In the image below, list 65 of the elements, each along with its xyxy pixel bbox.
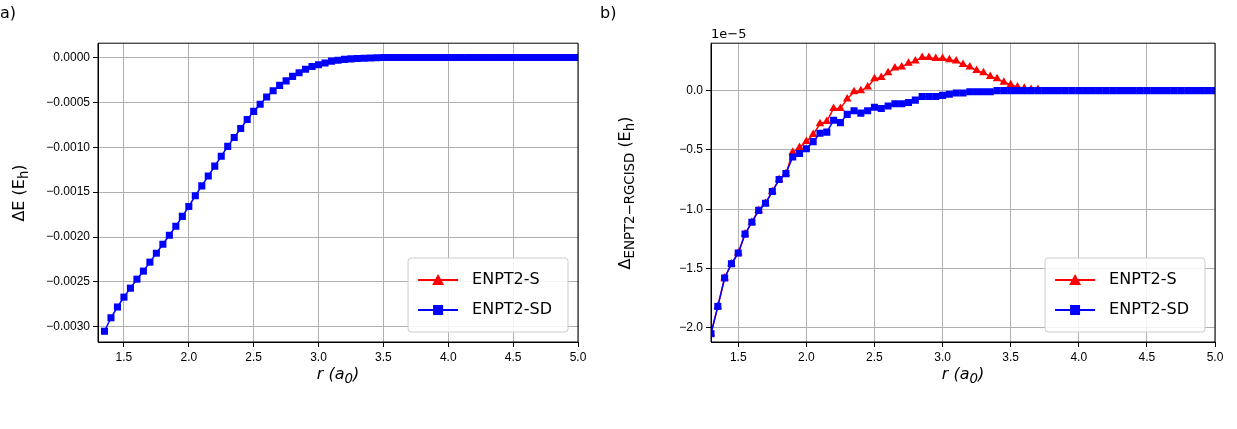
y-tick-label: −0.0020 bbox=[46, 229, 91, 244]
point bbox=[979, 67, 988, 76]
point bbox=[972, 65, 981, 73]
point bbox=[965, 61, 975, 70]
point bbox=[876, 72, 886, 81]
point bbox=[897, 61, 907, 70]
x-tick-label: 3.0 bbox=[310, 349, 328, 364]
point bbox=[836, 103, 845, 111]
point bbox=[795, 142, 804, 151]
y-tick-label: −0.0025 bbox=[46, 274, 91, 289]
x-tick-label: 2.5 bbox=[866, 349, 884, 364]
x-tick-label: 2.0 bbox=[180, 349, 198, 364]
y-tick-label: −0.5 bbox=[679, 142, 704, 157]
point bbox=[842, 93, 852, 102]
point bbox=[924, 52, 934, 60]
point bbox=[883, 67, 893, 76]
point bbox=[890, 63, 900, 71]
x-tick-label: 5.0 bbox=[1206, 349, 1224, 364]
y-tick-label: −1.0 bbox=[679, 201, 704, 216]
x-tick-label: 4.0 bbox=[1070, 349, 1088, 364]
point bbox=[822, 116, 832, 124]
x-tick-label: 2.0 bbox=[798, 349, 816, 364]
x-tick-label: 1.5 bbox=[115, 349, 133, 364]
x-tick-label: 4.5 bbox=[504, 349, 522, 364]
y-tick-label: −2.0 bbox=[679, 320, 704, 335]
x-tick-label: 5.0 bbox=[569, 349, 587, 364]
x-tick-label: 4.0 bbox=[439, 349, 457, 364]
x-tick-label: 3.5 bbox=[375, 349, 393, 364]
chart-title: a) bbox=[0, 2, 17, 22]
point bbox=[802, 136, 811, 145]
point bbox=[829, 103, 838, 111]
point bbox=[863, 82, 872, 90]
point bbox=[945, 54, 954, 63]
x-axis-title: r (a$_{0}$) bbox=[316, 364, 360, 387]
text: 1e−5 bbox=[711, 26, 747, 42]
y-tick-label: −0.0015 bbox=[46, 184, 91, 199]
y-tick-label: 0.0000 bbox=[53, 49, 91, 64]
point bbox=[999, 77, 1009, 85]
point bbox=[849, 86, 859, 95]
y-tick-label: −0.0005 bbox=[46, 94, 91, 109]
x-tick-label: 3.0 bbox=[934, 349, 952, 364]
chart-title: b) bbox=[600, 2, 617, 22]
x-axis-title: r (a$_{0}$) bbox=[941, 364, 985, 387]
x-tick-label: 2.5 bbox=[245, 349, 263, 364]
point bbox=[870, 73, 879, 82]
x-tick-label: 1.5 bbox=[729, 349, 747, 364]
y-tick-label: −1.5 bbox=[679, 260, 704, 275]
legend-label: ENPT2-SD bbox=[1109, 299, 1190, 319]
y-tick-label: −0.0010 bbox=[46, 139, 91, 154]
legend-label: ENPT2-S bbox=[1109, 269, 1177, 289]
point bbox=[917, 52, 927, 60]
point bbox=[1006, 79, 1016, 88]
point bbox=[904, 58, 913, 66]
point bbox=[815, 118, 825, 127]
legend-label: ENPT2-SD bbox=[472, 299, 553, 319]
x-tick-label: 3.5 bbox=[1002, 349, 1020, 364]
y-tick-label: 0.0 bbox=[686, 82, 704, 97]
y-tick-label: −0.0030 bbox=[46, 319, 91, 334]
point bbox=[985, 71, 995, 79]
legend-label: ENPT2-S bbox=[472, 269, 540, 289]
point bbox=[938, 53, 947, 62]
point bbox=[992, 73, 1002, 82]
point bbox=[856, 85, 866, 94]
point bbox=[958, 59, 968, 68]
x-tick-label: 4.5 bbox=[1138, 349, 1156, 364]
